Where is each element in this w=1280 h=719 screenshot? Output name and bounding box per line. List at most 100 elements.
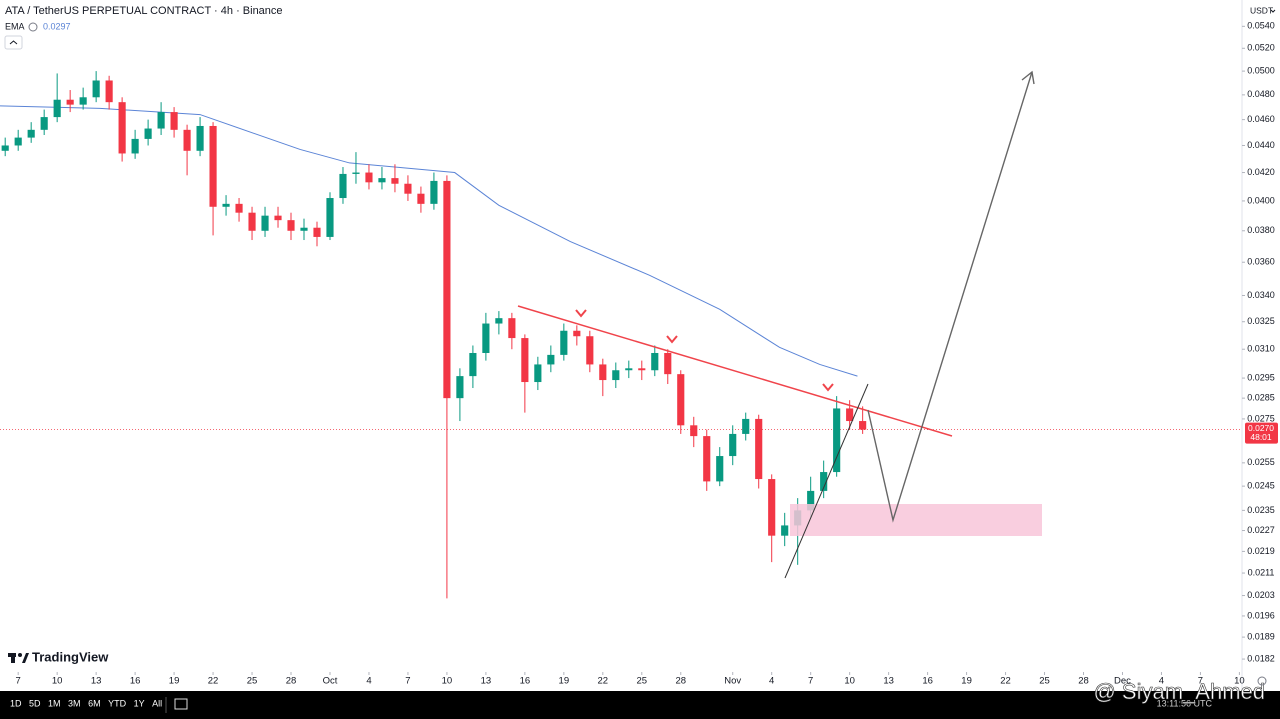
range-button[interactable]: 6M [88,698,101,708]
candle-body [131,138,139,154]
candle-body [235,203,243,213]
countdown: 48:01 [1250,432,1272,442]
candle-body [430,180,438,204]
candle-body [560,330,568,355]
price-label: 0.0270 [1248,423,1274,433]
candle-body [313,227,321,237]
x-tick-label: 28 [675,676,686,687]
ema-line [0,105,858,377]
y-tick-label: 0.0219 [1247,546,1275,556]
candle-body [625,368,633,371]
y-tick-label: 0.0203 [1247,590,1275,600]
y-tick-label: 0.0196 [1247,610,1275,620]
x-tick-label: 7 [405,676,410,687]
candle-body [781,525,789,536]
date-range-button[interactable] [174,698,188,710]
candle-body [443,180,451,399]
indicator-name: EMA [5,21,25,31]
range-button[interactable]: 1Y [134,698,145,708]
range-button[interactable]: 1D [10,698,22,708]
candle-body [729,433,737,457]
candle-body [586,336,594,365]
toolbar [0,691,1280,719]
candle-body [716,456,724,482]
x-tick-label: 28 [1078,676,1089,687]
x-tick-label: 10 [1234,676,1245,687]
x-tick-label: 7 [808,676,813,687]
candle-body [833,408,841,473]
y-tick-label: 0.0245 [1247,481,1275,491]
x-tick-label: 4 [366,676,371,687]
candle-body [339,173,347,199]
candle-body [534,364,542,383]
projection-path [867,71,1033,523]
candle-body [40,117,48,130]
y-tick-label: 0.0340 [1247,290,1275,300]
y-tick-label: 0.0275 [1247,413,1275,423]
candle-body [742,418,750,434]
candle-body [638,368,646,371]
range-button[interactable]: All [152,698,162,708]
candle-body [248,212,256,231]
logo-mark [18,653,22,657]
currency[interactable]: USDT [1250,5,1273,15]
y-tick-label: 0.0400 [1247,195,1275,205]
candle-body [300,227,308,231]
candle-body [170,112,178,130]
candle-body [144,128,152,139]
candle-body [664,352,672,375]
y-tick-label: 0.0440 [1247,140,1275,150]
dropdown-icon [1270,9,1276,13]
settings-icon[interactable] [1257,676,1267,686]
candle-body [287,220,295,231]
range-button[interactable]: 1M [48,698,61,708]
y-tick-label: 0.0235 [1247,505,1275,515]
candle-body [118,102,126,154]
x-tick-label: Dec [1114,676,1131,687]
candle-body [846,408,854,422]
candle-body [53,99,61,118]
y-tick-label: 0.0211 [1248,567,1275,577]
y-tick-label: 0.0420 [1247,167,1275,177]
candle-body [274,215,282,221]
candle-body [573,330,581,337]
candle-body [326,198,334,237]
range-button[interactable]: 3M [68,698,81,708]
candle-body [859,421,867,430]
collapse-button[interactable] [4,35,23,50]
candle-body [495,318,503,324]
y-tick-label: 0.0310 [1247,344,1275,354]
candle-body [521,338,529,383]
candle-body [690,425,698,437]
x-tick-label: 10 [52,676,63,687]
candle-body [27,129,35,138]
touch-marker [575,309,587,318]
candle-body [807,490,815,511]
x-tick-label: 22 [208,676,219,687]
chart-title: ATA / TetherUS PERPETUAL CONTRACT · 4h ·… [5,5,283,17]
candle-body [391,178,399,184]
range-button[interactable]: 5D [29,698,41,708]
arrow-head [1021,70,1035,85]
indicator-icon[interactable] [28,22,38,32]
drawings [517,70,1042,579]
y-tick-label: 0.0189 [1247,631,1275,641]
touch-marker [666,335,678,344]
range-button[interactable]: YTD [108,698,127,708]
x-tick-label: 19 [961,676,972,687]
watermark: @ Siyam_Ahmed [1093,679,1265,704]
x-tick-label: 13 [481,676,492,687]
candle-body [599,364,607,381]
x-tick-label: Oct [323,676,338,687]
y-tick-label: 0.0520 [1247,43,1275,53]
x-tick-label: 10 [442,676,453,687]
y-tick-label: 0.0380 [1247,225,1275,235]
candle-body [820,472,828,491]
logo-mark [11,653,15,663]
candle-body [456,376,464,399]
candle-body [92,80,100,98]
candle-body [209,125,217,207]
price-label-box [1245,422,1278,444]
range-buttons: 1D 5D 1M 3M 6M YTD 1Y All [10,698,162,708]
